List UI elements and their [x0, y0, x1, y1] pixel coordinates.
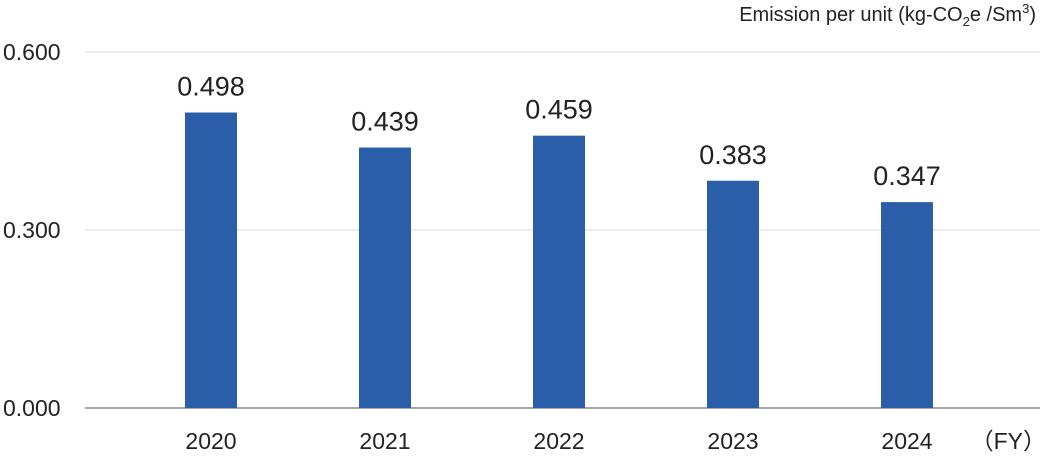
- category-label-2021: 2021: [359, 428, 410, 454]
- value-label-2023: 0.383: [699, 140, 767, 170]
- value-label-2021: 0.439: [351, 107, 419, 137]
- category-label-2024: 2024: [881, 428, 932, 454]
- bars: [185, 112, 933, 409]
- bar-2024: [881, 202, 933, 408]
- value-label-2020: 0.498: [177, 72, 245, 102]
- category-label-2020: 2020: [185, 428, 236, 454]
- y-tick-labels: 0.000 0.300 0.600: [3, 39, 61, 421]
- bar-2023: [707, 180, 759, 408]
- bar-2020: [185, 112, 237, 409]
- y-tick-label: 0.000: [3, 395, 61, 421]
- value-label-2022: 0.459: [525, 95, 593, 125]
- x-axis-label: （FY）: [971, 428, 1046, 454]
- category-label-2022: 2022: [533, 428, 584, 454]
- value-label-2024: 0.347: [873, 161, 941, 191]
- category-label-2023: 2023: [707, 428, 758, 454]
- value-labels: 0.498 0.439 0.459 0.383 0.347: [177, 72, 941, 192]
- y-tick-label: 0.600: [3, 39, 61, 65]
- bar-2022: [533, 135, 585, 408]
- y-axis-unit-label: Emission per unit (kg-CO2e /Sm3): [739, 1, 1036, 29]
- category-labels: 2020 2021 2022 2023 2024: [185, 428, 932, 454]
- y-tick-label: 0.300: [3, 217, 61, 243]
- bar-2021: [359, 147, 411, 408]
